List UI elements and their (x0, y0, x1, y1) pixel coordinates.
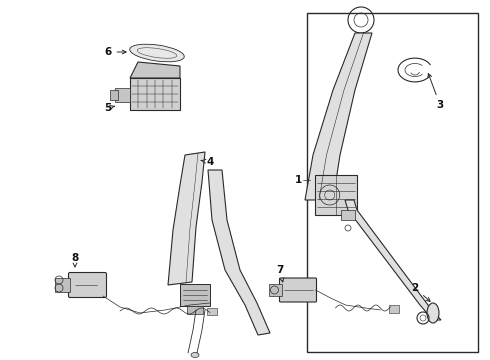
Bar (341, 210, 355, 220)
FancyBboxPatch shape (69, 273, 106, 297)
Bar (187, 306, 203, 314)
Ellipse shape (130, 44, 184, 62)
Bar (207, 308, 217, 315)
Bar (315, 175, 357, 215)
Bar (110, 90, 118, 100)
Text: 4: 4 (201, 157, 214, 167)
Polygon shape (345, 200, 441, 320)
Text: 3: 3 (428, 74, 443, 110)
Bar (307, 13, 478, 352)
FancyBboxPatch shape (279, 278, 317, 302)
Text: 6: 6 (104, 47, 126, 57)
Polygon shape (305, 33, 372, 200)
Text: 1: 1 (295, 175, 302, 185)
Bar (180, 284, 210, 306)
Bar (55, 278, 70, 292)
Text: 7: 7 (276, 265, 284, 282)
Polygon shape (130, 62, 180, 78)
Bar (389, 305, 398, 313)
Ellipse shape (191, 352, 199, 357)
Text: 5: 5 (104, 103, 115, 113)
Polygon shape (168, 152, 205, 285)
Polygon shape (208, 170, 270, 335)
Bar (130, 78, 180, 110)
Bar (115, 88, 130, 102)
Ellipse shape (427, 303, 439, 323)
Bar (269, 284, 281, 296)
Text: 2: 2 (412, 283, 430, 301)
Text: 8: 8 (72, 253, 78, 267)
